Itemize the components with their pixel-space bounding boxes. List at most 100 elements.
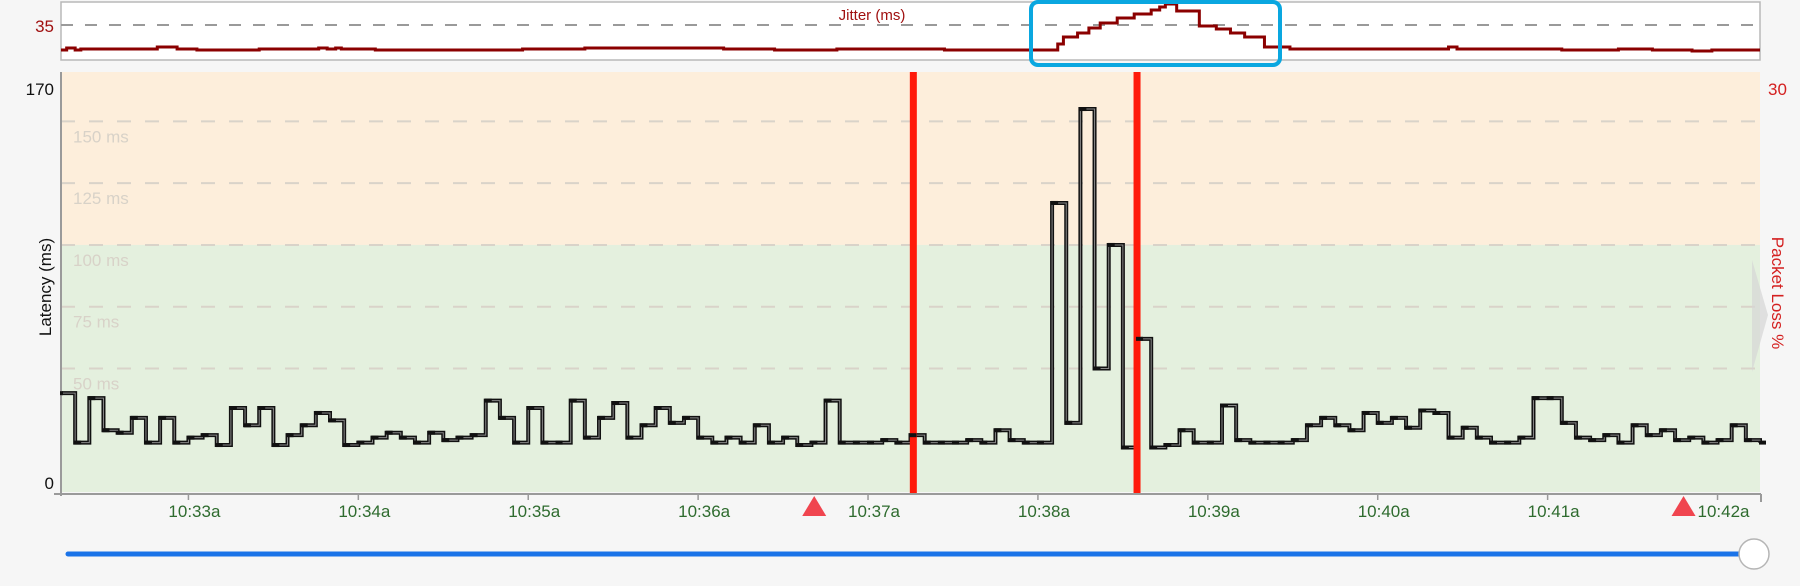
latency-point bbox=[187, 435, 195, 440]
latency-point bbox=[1036, 440, 1044, 445]
latency-point bbox=[1051, 200, 1059, 205]
latency-point bbox=[1220, 403, 1228, 408]
latency-point bbox=[980, 440, 988, 445]
latency-point bbox=[498, 415, 506, 420]
latency-point bbox=[1008, 438, 1016, 443]
timeline-slider[interactable] bbox=[65, 538, 1770, 570]
latency-point bbox=[102, 428, 110, 433]
jitter-plot-area bbox=[60, 1, 1761, 61]
threshold-label: 100 ms bbox=[73, 251, 129, 270]
latency-point bbox=[1419, 408, 1427, 413]
latency-point bbox=[923, 440, 931, 445]
latency-point bbox=[1574, 435, 1582, 440]
zoom-selection-box[interactable] bbox=[1029, 0, 1282, 67]
latency-point bbox=[1192, 440, 1200, 445]
y2-axis-title: Packet Loss % bbox=[1768, 237, 1787, 349]
latency-point bbox=[1362, 410, 1370, 415]
latency-point bbox=[1022, 440, 1030, 445]
latency-point bbox=[767, 440, 775, 445]
latency-point bbox=[1334, 423, 1342, 428]
latency-point bbox=[1150, 445, 1158, 450]
latency-point bbox=[796, 443, 804, 448]
latency-point bbox=[1518, 435, 1526, 440]
latency-point bbox=[1320, 415, 1328, 420]
latency-point bbox=[725, 435, 733, 440]
latency-point bbox=[215, 443, 223, 448]
latency-point bbox=[1348, 428, 1356, 433]
latency-point bbox=[329, 418, 337, 423]
latency-point bbox=[1589, 438, 1597, 443]
latency-point bbox=[470, 433, 478, 438]
latency-point bbox=[612, 401, 620, 406]
latency-point bbox=[1065, 420, 1073, 425]
latency-point bbox=[1659, 428, 1667, 433]
latency-point bbox=[1702, 440, 1710, 445]
x-tick-label: 10:34a bbox=[338, 502, 391, 521]
latency-point bbox=[1461, 425, 1469, 430]
latency-point bbox=[88, 396, 96, 401]
x-tick-label: 10:41a bbox=[1528, 502, 1581, 521]
latency-point bbox=[881, 438, 889, 443]
latency-point bbox=[583, 435, 591, 440]
latency-point bbox=[1390, 415, 1398, 420]
latency-point bbox=[173, 440, 181, 445]
latency-point bbox=[1560, 420, 1568, 425]
latency-point bbox=[513, 440, 521, 445]
latency-point bbox=[994, 428, 1002, 433]
latency-point bbox=[1475, 435, 1483, 440]
latency-point bbox=[1546, 396, 1554, 401]
latency-point bbox=[258, 406, 266, 410]
latency-point bbox=[1759, 440, 1766, 445]
latency-point bbox=[1447, 435, 1455, 440]
latency-point bbox=[1235, 438, 1243, 443]
latency-point bbox=[569, 398, 577, 403]
latency-point bbox=[60, 391, 63, 396]
event-warning-triangle-icon[interactable] bbox=[1671, 496, 1696, 516]
y2-axis-max-label: 30 bbox=[1768, 80, 1787, 99]
threshold-label: 75 ms bbox=[73, 313, 119, 332]
threshold-label: 50 ms bbox=[73, 374, 119, 393]
expand-right-arrow-icon[interactable] bbox=[1752, 260, 1768, 372]
latency-point bbox=[640, 423, 648, 428]
latency-point bbox=[1164, 443, 1172, 448]
event-warning-triangle-icon[interactable] bbox=[802, 496, 827, 516]
latency-point bbox=[1178, 428, 1186, 433]
latency-point bbox=[824, 398, 832, 403]
latency-point bbox=[1305, 423, 1313, 428]
latency-point bbox=[951, 440, 959, 445]
packet-loss-marker[interactable] bbox=[909, 72, 917, 494]
latency-point bbox=[682, 415, 690, 420]
latency-point bbox=[1688, 435, 1696, 440]
latency-point bbox=[357, 440, 365, 445]
latency-point bbox=[1093, 366, 1101, 371]
latency-point bbox=[1617, 440, 1625, 445]
latency-point bbox=[1744, 438, 1752, 443]
latency-point bbox=[1532, 396, 1540, 401]
latency-point bbox=[895, 440, 903, 445]
latency-point bbox=[385, 430, 393, 435]
latency-point bbox=[484, 398, 492, 403]
latency-point bbox=[229, 406, 237, 410]
x-tick-label: 10:39a bbox=[1188, 502, 1241, 521]
latency-point bbox=[1730, 423, 1738, 428]
latency-point bbox=[1489, 440, 1497, 445]
latency-point bbox=[1433, 410, 1441, 415]
latency-point bbox=[654, 406, 662, 410]
latency-point bbox=[1603, 433, 1611, 438]
packet-loss-marker[interactable] bbox=[1133, 72, 1141, 494]
latency-point bbox=[1206, 440, 1214, 445]
latency-point bbox=[1504, 440, 1512, 445]
latency-points bbox=[60, 107, 1766, 450]
latency-point bbox=[74, 440, 82, 445]
latency-point bbox=[428, 430, 436, 435]
latency-point bbox=[1249, 440, 1257, 445]
latency-point bbox=[852, 440, 860, 445]
slider-handle[interactable] bbox=[1738, 538, 1770, 570]
y-axis-max-label: 170 bbox=[26, 80, 54, 99]
latency-point bbox=[244, 423, 252, 428]
latency-point bbox=[555, 440, 563, 445]
latency-point bbox=[371, 435, 379, 440]
y-axis-title: Latency (ms) bbox=[36, 238, 55, 336]
latency-point bbox=[867, 440, 875, 445]
